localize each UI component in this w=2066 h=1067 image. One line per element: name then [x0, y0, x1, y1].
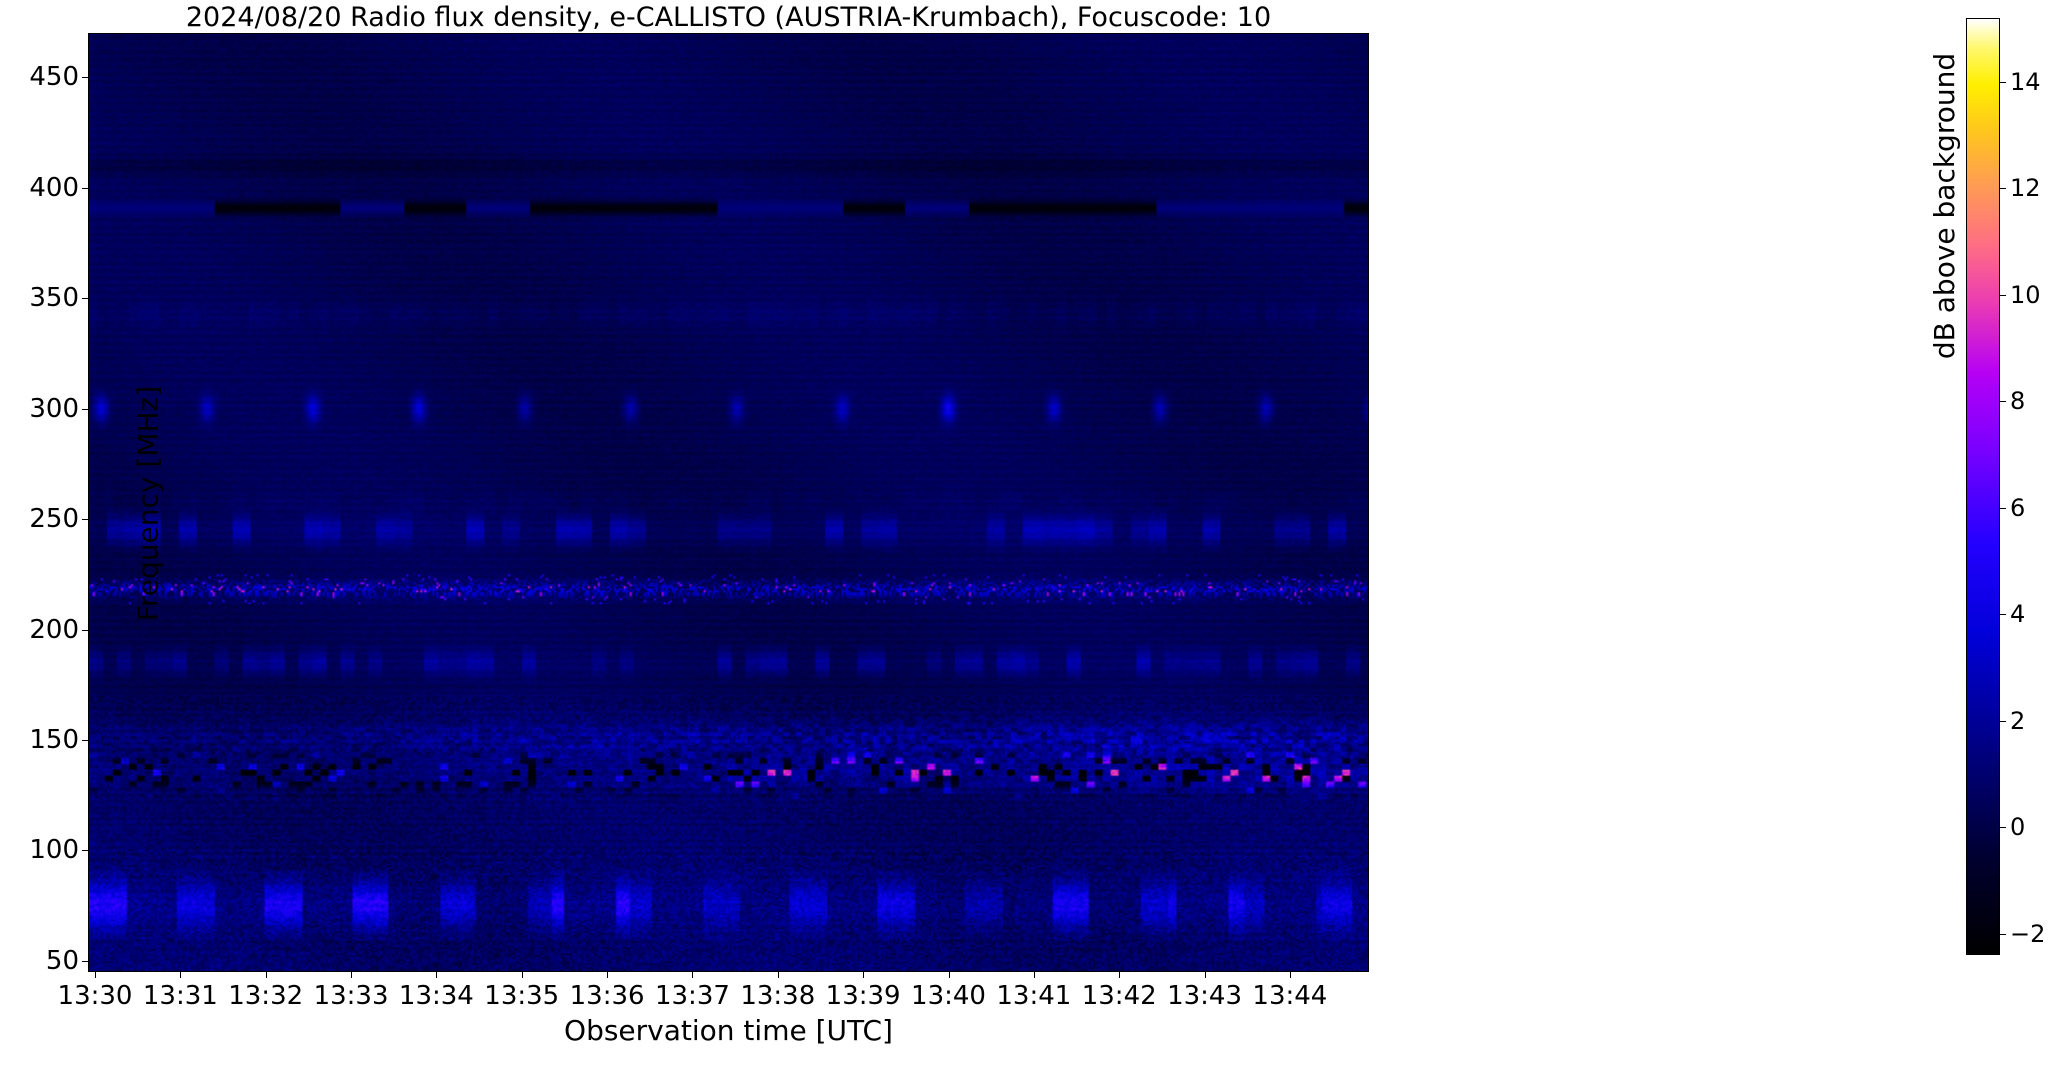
y-tick-mark — [82, 960, 88, 962]
y-tick-label: 400 — [29, 172, 79, 203]
colorbar-tick-mark — [2000, 933, 2006, 935]
colorbar[interactable] — [1966, 18, 2000, 955]
x-tick-label: 13:39 — [825, 981, 901, 1011]
x-tick-mark — [863, 972, 865, 978]
y-tick-mark — [82, 77, 88, 79]
y-tick-mark — [82, 629, 88, 631]
colorbar-tick-mark — [2000, 827, 2006, 829]
x-tick-label: 13:31 — [142, 981, 218, 1011]
colorbar-tick-label: 2 — [2010, 706, 2026, 735]
x-tick-label: 13:41 — [996, 981, 1072, 1011]
x-tick-mark — [1204, 972, 1206, 978]
x-tick-label: 13:37 — [654, 981, 730, 1011]
x-tick-label: 13:32 — [228, 981, 304, 1011]
y-tick-label: 350 — [29, 283, 79, 314]
y-tick-mark — [82, 850, 88, 852]
colorbar-tick-label: 10 — [2010, 280, 2041, 309]
x-tick-mark — [607, 972, 609, 978]
y-tick-mark — [82, 519, 88, 521]
x-tick-mark — [1119, 972, 1121, 978]
colorbar-tick-label: 8 — [2010, 387, 2026, 416]
colorbar-tick-mark — [2000, 81, 2006, 83]
y-tick-mark — [82, 408, 88, 410]
x-tick-label: 13:34 — [398, 981, 474, 1011]
y-axis-label: Frequency [MHz] — [131, 385, 165, 621]
colorbar-tick-mark — [2000, 720, 2006, 722]
x-tick-label: 13:30 — [57, 981, 133, 1011]
x-tick-mark — [95, 972, 96, 978]
colorbar-tick-label: 6 — [2010, 493, 2026, 522]
spectrogram-image — [89, 34, 1368, 971]
x-tick-label: 13:36 — [569, 981, 645, 1011]
y-tick-mark — [82, 187, 88, 189]
y-tick-label: 100 — [29, 835, 79, 866]
y-tick-label: 300 — [29, 393, 79, 424]
colorbar-tick-label: 12 — [2010, 174, 2041, 203]
x-tick-mark — [1033, 972, 1035, 978]
x-tick-mark — [692, 972, 694, 978]
colorbar-tick-mark — [2000, 507, 2006, 509]
x-tick-mark — [777, 972, 779, 978]
x-tick-mark — [265, 972, 267, 978]
y-tick-label: 450 — [29, 62, 79, 93]
spectrogram-plot-area[interactable] — [88, 33, 1369, 972]
x-tick-label: 13:33 — [313, 981, 389, 1011]
colorbar-tick-mark — [2000, 401, 2006, 403]
y-tick-mark — [82, 740, 88, 741]
x-tick-mark — [436, 972, 438, 978]
colorbar-tick-mark — [2000, 294, 2006, 296]
x-tick-label: 13:38 — [740, 981, 816, 1011]
y-tick-mark — [82, 298, 88, 300]
x-tick-mark — [948, 972, 950, 978]
colorbar-label: dB above background — [1928, 52, 1961, 360]
x-tick-label: 13:42 — [1081, 981, 1157, 1011]
x-tick-mark — [1289, 972, 1291, 978]
x-axis-label: Observation time [UTC] — [564, 1014, 893, 1047]
x-tick-label: 13:44 — [1252, 981, 1328, 1011]
x-tick-label: 13:40 — [911, 981, 986, 1011]
y-tick-label: 150 — [29, 725, 79, 755]
y-tick-label: 250 — [29, 504, 79, 535]
y-tick-label: 200 — [29, 614, 79, 645]
colorbar-tick-label: −2 — [2010, 919, 2046, 948]
y-tick-label: 50 — [45, 945, 79, 976]
colorbar-tick-mark — [2000, 614, 2006, 616]
x-tick-mark — [351, 972, 353, 978]
colorbar-tick-label: 0 — [2010, 813, 2026, 842]
x-tick-label: 13:35 — [484, 981, 560, 1011]
x-tick-mark — [521, 972, 523, 978]
colorbar-gradient — [1967, 19, 1999, 954]
colorbar-tick-label: 14 — [2010, 67, 2041, 96]
page-title: 2024/08/20 Radio flux density, e-CALLIST… — [185, 2, 1272, 33]
x-tick-mark — [180, 972, 182, 978]
colorbar-tick-mark — [2000, 188, 2006, 190]
x-tick-label: 13:43 — [1167, 981, 1243, 1011]
colorbar-tick-label: 4 — [2010, 600, 2026, 629]
